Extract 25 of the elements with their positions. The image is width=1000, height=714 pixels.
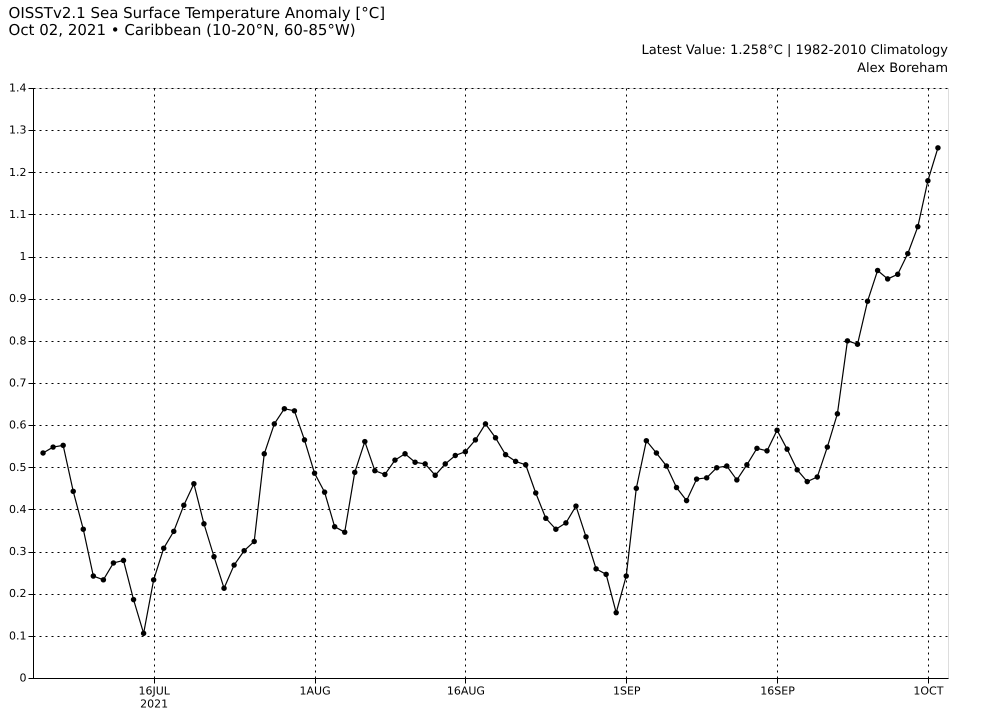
y-tick-label: 0.4 [9,502,26,516]
y-tick-label: 1.3 [9,124,26,137]
y-tick-label: 0.6 [9,418,26,432]
y-tick-label: 1.4 [9,82,26,94]
chart-title: OISSTv2.1 Sea Surface Temperature Anomaly [°C] [8,4,386,22]
text: Latest Value: 1.258°C | 1982-2010 Climatology [642,43,948,58]
text: Alex Boreham [857,61,948,76]
y-tick-label: 1.2 [9,166,26,179]
y-tick-label: 1 [20,250,26,264]
y-tick-label: 0.9 [9,292,26,306]
x-tick-label: 16SEP [760,684,796,698]
y-tick-label: 0 [20,672,26,684]
x-tick-label: 1AUG [299,684,331,698]
chart-subtitle: Oct 02, 2021 • Caribbean (10-20°N, 60-85°W) [8,21,356,39]
y-tick-label: 0.8 [9,334,26,348]
y-tick-label: 0.1 [9,629,26,642]
y-tick-label: 0.2 [9,587,26,600]
y-tick-label: 0.7 [9,376,26,390]
x-tick-label: 16JUL 2021 [138,684,171,710]
x-tick-label: 1SEP [612,684,641,698]
y-tick-label: 1.1 [9,208,26,221]
x-tick-label: 16AUG [446,684,485,698]
x-tick-label: 1OCT [913,684,944,698]
y-tick-label: 0.3 [9,545,26,558]
y-tick-label: 0.5 [9,460,26,474]
